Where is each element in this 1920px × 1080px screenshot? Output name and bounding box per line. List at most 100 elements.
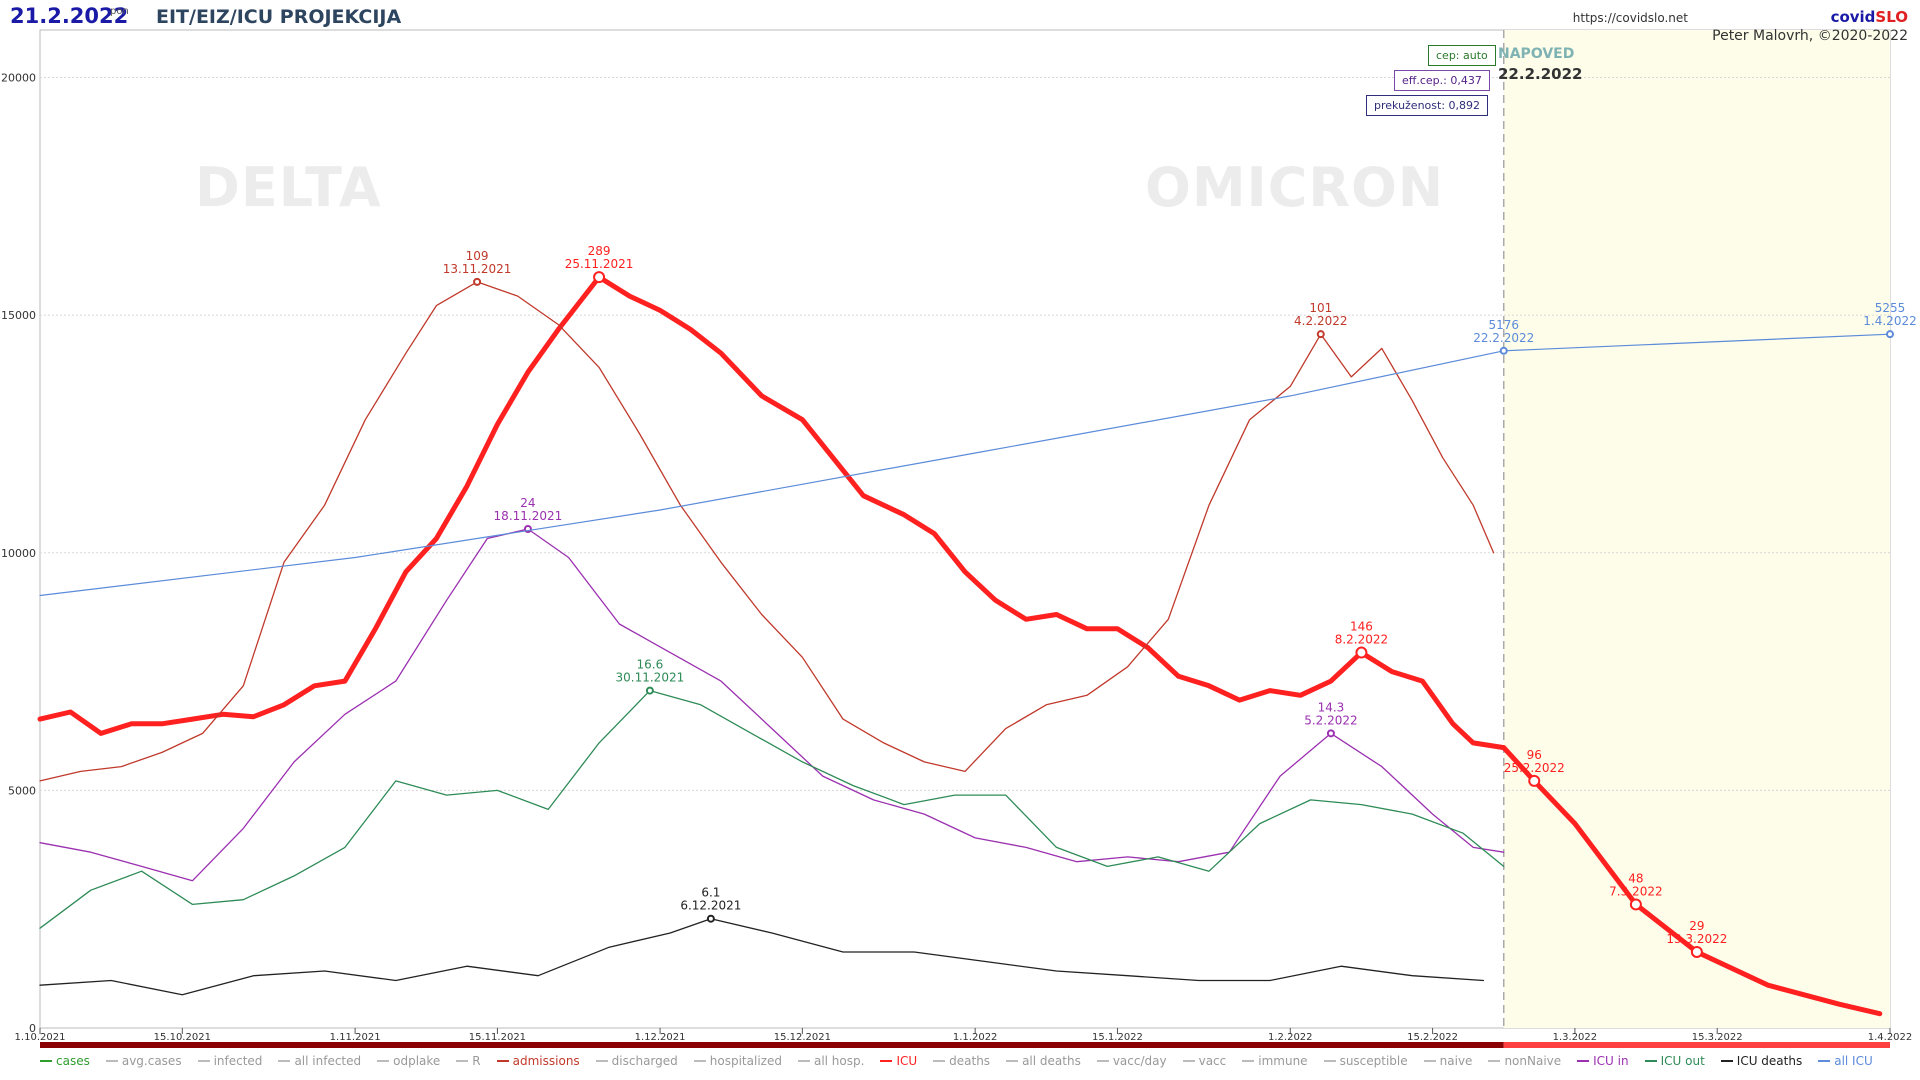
- x-tick-label: 1.10.2021: [15, 1032, 66, 1043]
- x-tick-label: 15.10.2021: [154, 1032, 211, 1043]
- legend-item[interactable]: ICU out: [1644, 1054, 1705, 1068]
- legend-label: immune: [1258, 1054, 1308, 1068]
- x-tick-label: 15.12.2021: [774, 1032, 831, 1043]
- legend-item[interactable]: discharged: [595, 1054, 678, 1068]
- x-tick-label: 15.1.2022: [1092, 1032, 1143, 1043]
- legend-item[interactable]: odplake: [377, 1054, 440, 1068]
- legend-label: R: [472, 1054, 481, 1068]
- legend-item[interactable]: vacc/day: [1096, 1054, 1167, 1068]
- source-url[interactable]: https://covidslo.net: [1572, 11, 1688, 25]
- data-label-date: 13.3.2022: [1666, 932, 1727, 946]
- vaccination-box: cep: auto: [1428, 45, 1496, 66]
- legend-swatch: [1818, 1060, 1831, 1062]
- forecast-region: [1503, 30, 1890, 1028]
- chart-legend: cases avg.cases infected all infected odplak…: [40, 1054, 1885, 1068]
- legend-label: all infected: [294, 1054, 362, 1068]
- legend-label: odplake: [393, 1054, 441, 1068]
- legend-item[interactable]: infected: [197, 1054, 262, 1068]
- data-label: 146: [1350, 620, 1373, 634]
- forecast-title: NAPOVED: [1498, 46, 1575, 62]
- data-label-date: 13.11.2021: [443, 262, 512, 276]
- legend-item[interactable]: all hosp.: [797, 1054, 864, 1068]
- legend-swatch: [1720, 1060, 1733, 1062]
- variant-delta: DELTA: [195, 156, 382, 219]
- legend-swatch: [496, 1060, 509, 1062]
- legend-swatch: [693, 1060, 706, 1062]
- legend-label: all ICU: [1834, 1054, 1873, 1068]
- legend-label: hospitalized: [709, 1054, 782, 1068]
- legend-label: ICU in: [1593, 1054, 1629, 1068]
- data-label-date: 6.12.2021: [680, 899, 741, 913]
- data-label: 16.6: [637, 658, 664, 672]
- x-tick-label: 1.4.2022: [1868, 1032, 1913, 1043]
- x-tick-label: 1.1.2022: [953, 1032, 998, 1043]
- legend-item[interactable]: ICU deaths: [1720, 1054, 1802, 1068]
- immunity-box: prekuženost: 0,892: [1366, 95, 1489, 116]
- legend-item[interactable]: vacc: [1182, 1054, 1226, 1068]
- data-point-marker: [1886, 330, 1894, 339]
- legend-item[interactable]: cases: [40, 1054, 90, 1068]
- data-point-marker: [473, 277, 482, 286]
- legend-swatch: [1644, 1060, 1657, 1062]
- variant-omicron: OMICRON: [1145, 156, 1445, 219]
- legend-item[interactable]: R: [456, 1054, 481, 1068]
- legend-item[interactable]: ICU in: [1577, 1054, 1629, 1068]
- data-label-date: 25.2.2022: [1504, 761, 1565, 775]
- legend-swatch: [278, 1060, 291, 1062]
- author-credit: Peter Malovrh, ©2020-2022: [1712, 28, 1908, 44]
- data-label: 5176: [1488, 318, 1519, 332]
- y-tick-label: 0: [29, 1022, 36, 1035]
- data-label-date: 8.2.2022: [1335, 633, 1388, 647]
- legend-swatch: [595, 1060, 608, 1062]
- legend-item[interactable]: admissions: [496, 1054, 580, 1068]
- data-point-marker: [1528, 774, 1541, 787]
- report-date: 21.2.2022: [10, 4, 129, 28]
- legend-label: admissions: [512, 1054, 580, 1068]
- legend-swatch: [1423, 1060, 1436, 1062]
- legend-swatch: [880, 1060, 893, 1062]
- legend-label: naive: [1439, 1054, 1473, 1068]
- data-label: 101: [1309, 301, 1332, 315]
- legend-item[interactable]: naive: [1423, 1054, 1473, 1068]
- data-point-marker: [1690, 945, 1703, 958]
- data-label-date: 1.4.2022: [1863, 314, 1916, 328]
- data-point-marker: [645, 686, 654, 695]
- legend-item[interactable]: avg.cases: [105, 1054, 182, 1068]
- legend-label: avg.cases: [121, 1054, 182, 1068]
- forecast-date: 22.2.2022: [1498, 65, 1583, 83]
- data-label-date: 4.2.2022: [1294, 314, 1347, 328]
- legend-item[interactable]: all infected: [278, 1054, 361, 1068]
- x-tick-label: 15.11.2021: [469, 1032, 526, 1043]
- legend-item[interactable]: nonNaive: [1488, 1054, 1561, 1068]
- data-point-marker: [706, 914, 715, 923]
- brand-part-1: covid: [1830, 8, 1876, 26]
- legend-item[interactable]: hospitalized: [693, 1054, 782, 1068]
- data-label: 96: [1527, 748, 1542, 762]
- data-label-date: 5.2.2022: [1304, 713, 1357, 727]
- data-point-marker: [593, 271, 606, 284]
- y-tick-label: 5000: [8, 784, 36, 797]
- data-label-date: 22.2.2022: [1473, 331, 1534, 345]
- legend-swatch: [933, 1060, 946, 1062]
- legend-item[interactable]: deaths: [933, 1054, 990, 1068]
- x-tick-label: 1.3.2022: [1553, 1032, 1598, 1043]
- legend-label: all deaths: [1022, 1054, 1081, 1068]
- legend-swatch: [1577, 1060, 1590, 1062]
- legend-swatch: [1488, 1060, 1501, 1062]
- data-label: 5255: [1875, 301, 1906, 315]
- data-point-marker: [1355, 646, 1368, 659]
- legend-item[interactable]: all ICU: [1818, 1054, 1873, 1068]
- legend-swatch: [377, 1060, 390, 1062]
- chart-title: EIT/EIZ/ICU PROJEKCIJA: [156, 6, 402, 28]
- legend-item[interactable]: ICU: [880, 1054, 917, 1068]
- legend-item[interactable]: susceptible: [1323, 1054, 1408, 1068]
- data-label: 24: [520, 496, 535, 510]
- data-point-marker: [1316, 330, 1325, 339]
- series-line-2: [39, 281, 1495, 782]
- series-line-1: [1501, 745, 1883, 1017]
- x-tick-label: 1.12.2021: [635, 1032, 686, 1043]
- legend-item[interactable]: immune: [1242, 1054, 1308, 1068]
- legend-item[interactable]: all deaths: [1006, 1054, 1081, 1068]
